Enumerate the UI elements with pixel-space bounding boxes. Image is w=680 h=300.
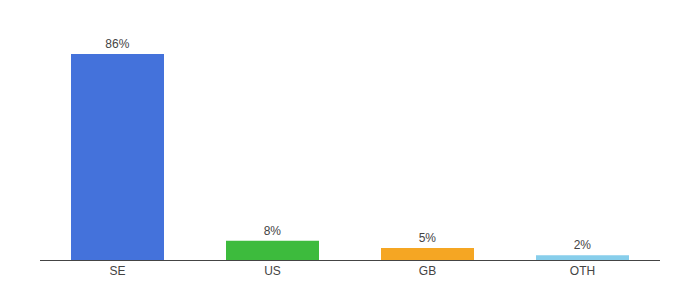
svg-text:OTH: OTH [570, 264, 595, 278]
svg-text:US: US [264, 264, 281, 278]
svg-text:SE: SE [109, 264, 125, 278]
svg-text:8%: 8% [264, 224, 282, 238]
svg-text:5%: 5% [419, 231, 437, 245]
svg-text:GB: GB [419, 264, 436, 278]
svg-text:86%: 86% [105, 37, 129, 51]
svg-text:2%: 2% [574, 238, 592, 252]
